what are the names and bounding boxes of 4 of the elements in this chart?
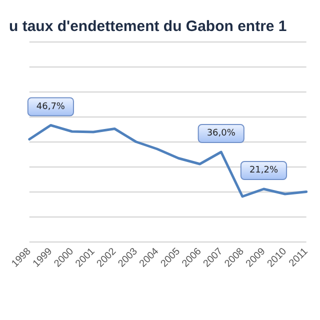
chart-title: u taux d'endettement du Gabon entre 1 (9, 18, 287, 35)
data-label: 46,7% (36, 102, 66, 112)
data-label: 21,2% (249, 166, 278, 176)
data-label: 36,0% (206, 128, 236, 138)
